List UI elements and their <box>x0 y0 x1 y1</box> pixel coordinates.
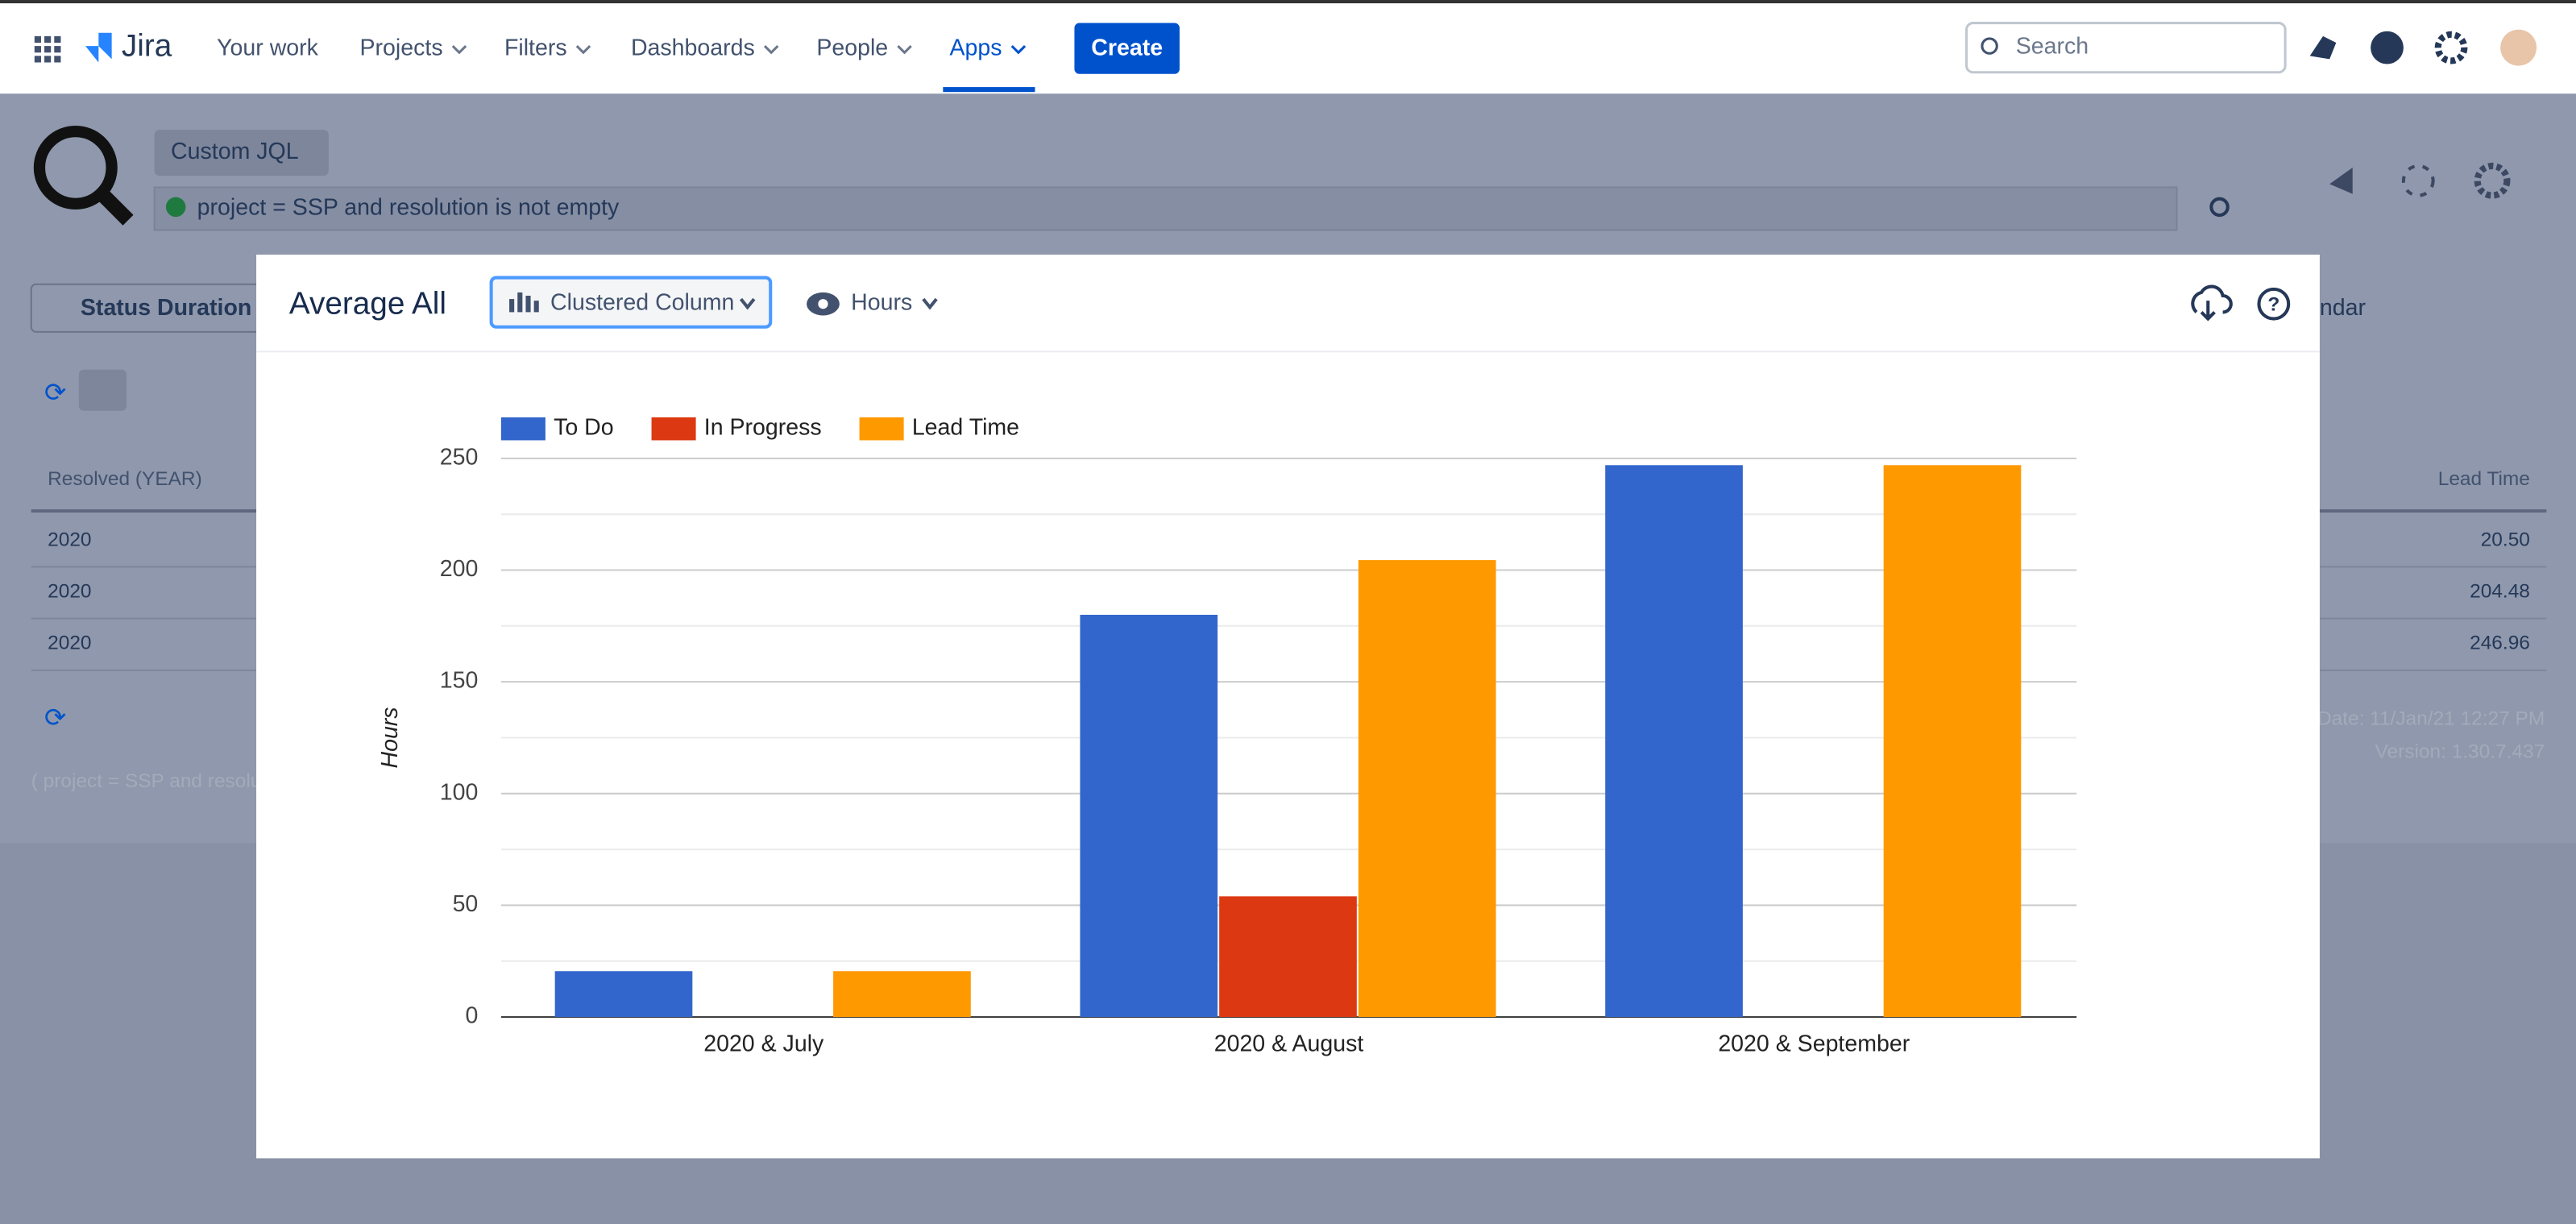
help-icon[interactable] <box>2371 31 2404 64</box>
nav-item[interactable]: Your work <box>217 35 319 61</box>
table-header: Resolved (YEAR) <box>48 468 202 490</box>
tab-right-label: ndar <box>2320 295 2367 321</box>
table-cell: 2020 <box>48 581 91 603</box>
y-tick-label: 100 <box>440 779 479 805</box>
jql-logo-handle <box>96 189 134 226</box>
chevron[interactable] <box>922 297 938 310</box>
nav-item[interactable]: People <box>816 35 888 61</box>
legend-label[interactable]: Lead Time <box>912 415 1019 441</box>
bar <box>1219 896 1357 1018</box>
x-tick-label: 2020 & August <box>1214 1031 1364 1056</box>
avatar[interactable] <box>2500 29 2537 66</box>
page-settings-icon[interactable] <box>2474 162 2511 199</box>
bar <box>1605 465 1743 1018</box>
y-tick-label: 250 <box>440 444 479 470</box>
search-placeholder: Search <box>2016 34 2089 60</box>
chart-type-dropdown[interactable] <box>489 276 773 329</box>
logo[interactable]: Jira <box>122 28 172 63</box>
bar <box>554 971 693 1018</box>
active-indicator <box>943 87 1035 93</box>
table-cell: 246.96 <box>2470 633 2530 654</box>
x-tick-label: 2020 & September <box>1718 1031 1910 1056</box>
share-icon[interactable] <box>2401 164 2435 197</box>
query-input[interactable] <box>153 186 2178 231</box>
chart-type-label: Clustered Column <box>550 290 734 316</box>
y-tick-label: 0 <box>465 1003 478 1029</box>
legend-swatch <box>500 417 545 441</box>
run-query-icon[interactable] <box>2209 197 2230 218</box>
top-border <box>0 0 2576 4</box>
y-tick-label: 150 <box>440 668 479 694</box>
table-cell: 2020 <box>48 529 91 550</box>
app-switcher[interactable] <box>34 35 61 63</box>
report-date: Date: 11/Jan/21 12:27 PM <box>2317 708 2545 730</box>
report-version: Version: 1.30.7.437 <box>2375 741 2545 762</box>
chart: Hours 0 50 100 150 200 250 2020 & July 2020 & A… <box>377 415 2077 1056</box>
create-label: Create <box>1091 35 1163 61</box>
chevron <box>763 45 779 55</box>
query-text: project = SSP and resolution is not empt… <box>197 194 620 220</box>
settings-icon[interactable] <box>2434 31 2468 64</box>
legend-label[interactable]: In Progress <box>704 415 822 441</box>
bar <box>1883 465 2022 1018</box>
chevron <box>1010 45 1027 55</box>
jql-mode: Custom JQL <box>171 139 299 164</box>
create-button[interactable] <box>1074 23 1180 74</box>
modal-help-mark: ? <box>2267 294 2279 316</box>
valid-icon <box>165 197 186 218</box>
notifications-icon[interactable] <box>2309 35 2337 60</box>
chart-toggle[interactable] <box>78 369 127 411</box>
jql-logo <box>33 125 118 210</box>
search-box[interactable] <box>1965 22 2287 74</box>
y-tick-label: 200 <box>440 556 479 582</box>
table-header: Lead Time <box>2438 468 2530 490</box>
chevron <box>897 45 912 55</box>
jql-mode-button[interactable] <box>154 130 329 176</box>
bar <box>1358 560 1496 1018</box>
legend-swatch <box>859 417 904 441</box>
nav-item[interactable]: Dashboards <box>631 35 755 61</box>
table-cell: 20.50 <box>2481 529 2530 550</box>
table-cell: 2020 <box>48 633 91 654</box>
unit-label[interactable]: Hours <box>851 290 912 316</box>
x-tick-label: 2020 & July <box>703 1031 824 1056</box>
nav-item[interactable]: Apps <box>949 35 1002 61</box>
y-tick-label: 50 <box>453 891 479 917</box>
chart-type-icon <box>509 292 539 313</box>
chevron <box>575 45 591 55</box>
eye-pupil <box>818 299 828 309</box>
search-icon <box>1981 37 1998 55</box>
tab-label: Status Duration <box>81 295 251 321</box>
refresh-icon[interactable]: ⟳ <box>44 377 66 407</box>
nav-item[interactable]: Projects <box>360 35 443 61</box>
table-cell: 204.48 <box>2470 581 2530 603</box>
footer-query: ( project = SSP and resolut <box>31 770 268 792</box>
chevron <box>451 45 467 55</box>
modal-title: Average All <box>289 286 446 321</box>
announce-icon[interactable] <box>2329 167 2353 194</box>
y-axis-label: Hours <box>377 707 403 768</box>
legend-swatch <box>651 417 696 441</box>
bar <box>1080 614 1218 1018</box>
modal-help-icon[interactable] <box>2257 287 2291 321</box>
download-icon[interactable] <box>2191 284 2233 322</box>
legend-label[interactable]: To Do <box>554 415 614 441</box>
chevron <box>739 297 756 310</box>
jira-icon <box>85 32 112 63</box>
bar <box>833 971 971 1018</box>
nav-item[interactable]: Filters <box>504 35 567 61</box>
refresh-icon[interactable]: ⟳ <box>44 703 66 732</box>
